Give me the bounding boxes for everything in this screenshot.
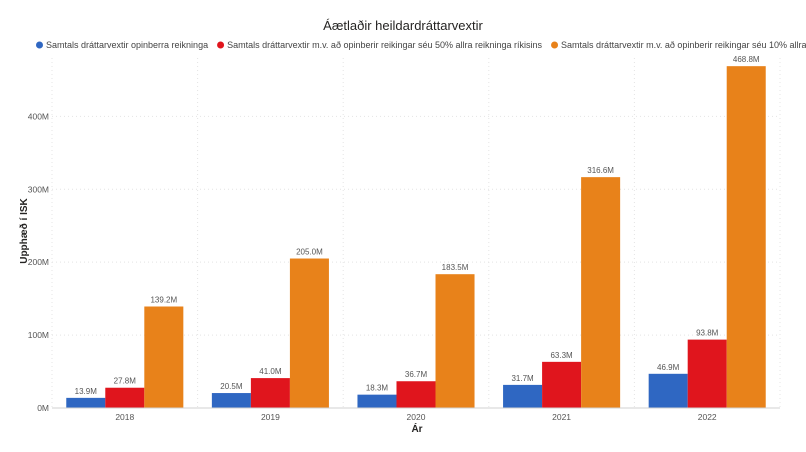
bar-2020-series-2: [435, 274, 475, 408]
y-tick-label-4: 400M: [28, 111, 49, 121]
y-tick-label-3: 300M: [28, 184, 49, 194]
bar-2018-series-0: [66, 397, 106, 408]
bar-2018-series-2: [144, 306, 184, 408]
gridlines: [51, 58, 781, 408]
data-label-2020-series-0: 18.3M: [366, 384, 389, 393]
data-label-2020-series-2: 183.5M: [442, 263, 469, 272]
data-label-2021-series-2: 316.6M: [587, 166, 614, 175]
legend-marker-1: [217, 41, 225, 49]
x-tick-label-2021: 2021: [552, 412, 571, 422]
bar-2020-series-1: [396, 381, 436, 408]
bars: 13.9M 27.8M 139.2M 20.5M 41.0M 205.0M 18.3M 36.…: [66, 55, 766, 409]
legend-entry-1: Samtals dráttarvextir m.v. að opinberir …: [227, 40, 542, 50]
bar-2021-series-0: [503, 384, 543, 408]
legend: Samtals dráttarvextir opinberra reikning…: [36, 40, 806, 50]
data-label-2018-series-0: 13.9M: [75, 387, 98, 396]
x-axis: 2018 2019 2020 2021 2022: [52, 407, 780, 422]
legend-entry-0: Samtals dráttarvextir opinberra reikning…: [46, 40, 208, 50]
data-label-2019-series-1: 41.0M: [259, 367, 282, 376]
data-label-2021-series-1: 63.3M: [550, 351, 573, 360]
chart-title: Áætlaðir heildardráttarvextir: [323, 18, 483, 33]
data-label-2018-series-2: 139.2M: [150, 296, 177, 305]
data-label-2019-series-2: 205.0M: [296, 248, 323, 257]
x-tick-label-2022: 2022: [698, 412, 717, 422]
y-axis: 0M 100M 200M 300M 400M: [28, 111, 49, 413]
legend-marker-0: [36, 41, 43, 49]
x-tick-label-2019: 2019: [261, 412, 280, 422]
y-tick-label-2: 200M: [28, 257, 49, 267]
bar-2022-series-1: [687, 339, 727, 408]
data-label-2022-series-2: 468.8M: [733, 55, 760, 64]
x-tick-label-2018: 2018: [115, 412, 134, 422]
bar-2019-series-0: [211, 393, 251, 408]
data-label-2019-series-0: 20.5M: [220, 382, 243, 391]
bar-2020-series-0: [357, 394, 397, 408]
data-label-2020-series-1: 36.7M: [405, 370, 428, 379]
x-axis-title: Ár: [411, 422, 422, 435]
data-label-2022-series-0: 46.9M: [657, 363, 680, 372]
bar-2019-series-2: [289, 258, 329, 408]
bar-2022-series-0: [648, 373, 688, 408]
bar-2018-series-1: [105, 387, 145, 408]
data-label-2018-series-1: 27.8M: [114, 377, 137, 386]
y-tick-label-0: 0M: [37, 403, 49, 413]
data-label-2022-series-1: 93.8M: [696, 329, 719, 338]
y-axis-title: Upphæð í ISK: [18, 197, 30, 263]
y-tick-label-1: 100M: [28, 330, 49, 340]
data-label-2021-series-0: 31.7M: [511, 374, 534, 383]
bar-2021-series-2: [581, 177, 621, 408]
legend-marker-2: [551, 41, 559, 49]
bar-2019-series-1: [250, 378, 290, 408]
legend-entry-2: Samtals dráttarvextir m.v. að opinberir …: [561, 40, 806, 50]
bar-2022-series-2: [726, 66, 766, 409]
x-tick-label-2020: 2020: [407, 412, 426, 422]
bar-2021-series-1: [542, 361, 582, 408]
